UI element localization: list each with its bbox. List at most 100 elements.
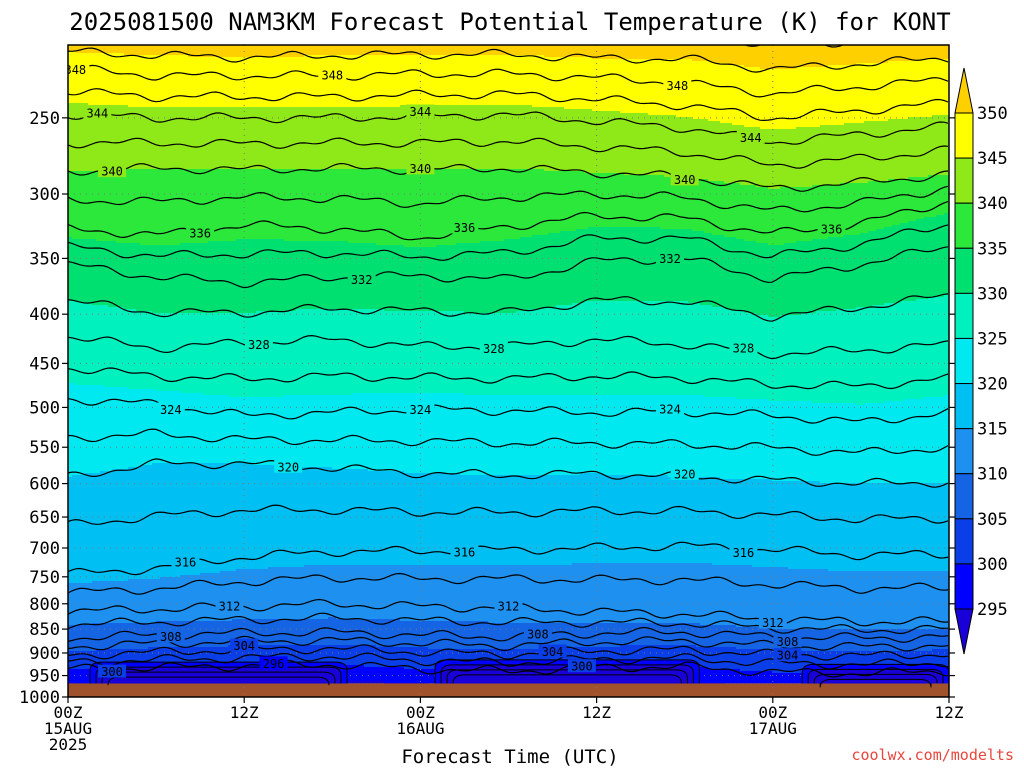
theta-fill-cell — [640, 59, 645, 114]
isentrope-line — [68, 224, 949, 261]
theta-fill-cell — [448, 169, 453, 246]
theta-fill-cell — [344, 395, 349, 470]
theta-fill-cell — [392, 647, 397, 668]
theta-fill-cell — [652, 301, 657, 396]
theta-fill-cell — [704, 45, 709, 62]
theta-fill-cell — [524, 395, 529, 476]
theta-fill-cell — [640, 113, 645, 176]
theta-fill-cell — [612, 301, 617, 396]
theta-fill-cell — [212, 169, 217, 242]
theta-fill-cell — [912, 117, 917, 178]
theta-fill-cell — [700, 647, 705, 668]
theta-fill-cell — [72, 583, 77, 626]
theta-fill-cell — [896, 61, 901, 120]
theta-fill-cell — [896, 483, 901, 572]
theta-fill-cell — [560, 475, 565, 566]
theta-fill-cell — [920, 651, 925, 672]
theta-fill-cell — [308, 395, 313, 468]
theta-fill-cell — [184, 463, 189, 576]
theta-fill-cell — [376, 55, 381, 108]
theta-fill-cell — [776, 401, 781, 482]
theta-fill-cell — [604, 475, 609, 564]
theta-fill-cell — [348, 107, 353, 170]
theta-fill-cell — [316, 241, 321, 310]
theta-fill-cell — [560, 57, 565, 108]
theta-fill-cell — [596, 563, 601, 624]
isentrope-line — [68, 185, 949, 213]
theta-fill-cell — [824, 67, 829, 126]
contour-label-bg — [817, 222, 846, 236]
theta-fill-cell — [864, 45, 869, 64]
theta-fill-cell — [548, 233, 553, 308]
theta-fill-cell — [420, 669, 425, 684]
theta-fill-cell — [368, 619, 373, 646]
theta-fill-cell — [372, 55, 377, 108]
theta-fill-cell — [792, 45, 797, 70]
theta-fill-cell — [664, 45, 669, 60]
theta-fill-cell — [424, 55, 429, 106]
theta-fill-cell — [892, 61, 897, 120]
theta-fill-cell — [352, 169, 357, 244]
theta-fill-cell — [72, 239, 77, 302]
theta-fill-cell — [192, 621, 197, 648]
theta-fill-cell — [828, 629, 833, 652]
theta-fill-cell — [148, 465, 153, 580]
theta-fill-cell — [796, 67, 801, 128]
theta-fill-cell — [352, 309, 357, 394]
theta-fill-cell — [916, 177, 921, 220]
theta-fill-cell — [716, 121, 721, 182]
theta-fill-cell — [648, 175, 653, 228]
theta-fill-cell — [592, 227, 597, 302]
theta-fill-cell — [892, 571, 897, 630]
theta-fill-cell — [288, 395, 293, 466]
contour-label-bg — [494, 598, 523, 612]
theta-fill-cell — [188, 45, 193, 58]
theta-fill-cell — [556, 475, 561, 566]
contour-label: 320 — [277, 460, 299, 474]
theta-fill-cell — [564, 475, 569, 566]
theta-fill-cell — [864, 307, 869, 404]
theta-fill-cell — [504, 475, 509, 566]
theta-fill-cell — [580, 229, 585, 304]
theta-fill-cell — [928, 59, 933, 118]
theta-fill-cell — [168, 463, 173, 578]
theta-fill-cell — [384, 107, 389, 170]
theta-fill-cell — [108, 45, 113, 54]
theta-fill-cell — [144, 465, 149, 580]
theta-fill-cell — [292, 645, 297, 666]
theta-fill-cell — [160, 463, 165, 578]
theta-fill-cell — [808, 401, 813, 482]
isentrope-line — [68, 47, 949, 73]
theta-fill-cell — [420, 247, 425, 312]
theta-fill-cell — [492, 241, 497, 314]
theta-fill-cell — [824, 483, 829, 570]
theta-fill-cell — [440, 393, 445, 474]
theta-fill-cell — [756, 671, 761, 684]
theta-fill-cell — [628, 645, 633, 668]
theta-fill-cell — [332, 169, 337, 242]
theta-fill-cell — [364, 667, 369, 682]
colorbar-label: 325 — [977, 329, 1008, 349]
theta-fill-cell — [428, 45, 433, 56]
theta-fill-cell — [848, 571, 853, 630]
theta-fill-cell — [876, 629, 881, 652]
theta-fill-cell — [388, 45, 393, 56]
theta-fill-cell — [600, 45, 605, 60]
theta-fill-cell — [124, 55, 129, 106]
theta-fill-cell — [396, 647, 401, 668]
theta-fill-cell — [144, 169, 149, 246]
theta-fill-cell — [824, 239, 829, 312]
theta-fill-cell — [340, 55, 345, 108]
theta-fill-cell — [384, 245, 389, 312]
theta-fill-cell — [180, 393, 185, 464]
theta-fill-cell — [804, 187, 809, 242]
theta-fill-cell — [704, 179, 709, 234]
theta-fill-cell — [888, 227, 893, 304]
theta-fill-cell — [200, 45, 205, 58]
theta-fill-cell — [512, 45, 517, 56]
theta-fill-cell — [748, 627, 753, 650]
contour-label: 348 — [667, 79, 689, 93]
theta-fill-cell — [396, 45, 401, 56]
theta-fill-cell — [812, 313, 817, 404]
theta-fill-cell — [204, 169, 209, 244]
